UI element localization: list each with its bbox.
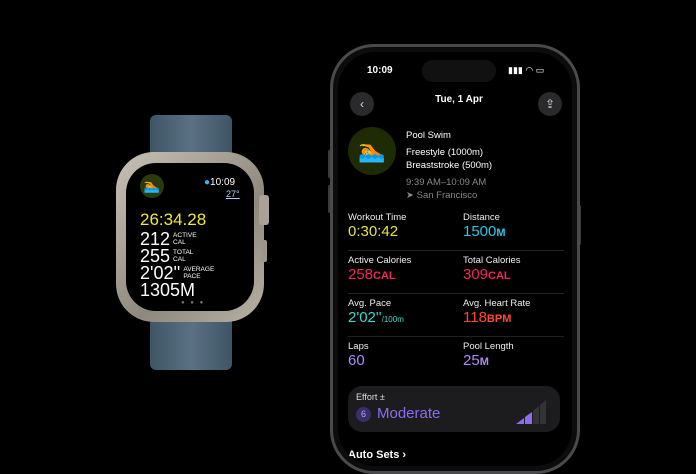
effort-level: Moderate [377,405,441,422]
metric-label: Pool Length [463,341,514,352]
page-dots: ● ● ● [181,300,206,306]
watch-time-text: 10:09 [210,177,236,188]
watch-temperature: 27° [226,189,240,199]
metric-label: Active Calories [348,255,412,266]
workout-info: Pool Swim Freestyle (1000m) Breaststroke… [406,129,492,202]
volume-down-button[interactable] [328,185,331,213]
metric-value: 255 [140,246,171,266]
divider [348,336,564,337]
metric-cell: Workout Time 0:30:42 [348,212,456,242]
share-icon: ⇪ [544,97,556,111]
water-drop-icon: ● [204,177,211,188]
digital-crown[interactable] [259,195,269,225]
side-button[interactable] [261,240,267,262]
metric-value: 309CAL [463,266,511,283]
phone-screen: 10:09 ▮▮▮ ◠ ▭ ‹ Tue, 1 Apr ⇪ 🏊 Pool Swim… [338,52,572,466]
metric-cell: Laps 60 [348,341,456,371]
metric-value: 25M [463,352,489,369]
watch-metric: 255 TOTAL CAL [140,247,193,265]
status-time: 10:09 [367,65,393,76]
metric-value: 212 [140,229,171,249]
metric-cell: Avg. Heart Rate 118BPM [463,298,571,328]
volume-up-button[interactable] [328,150,331,178]
metric-label: Avg. Pace [348,298,392,309]
effort-score: 6 [356,407,371,422]
chevron-left-icon: ‹ [360,97,364,111]
metric-label: Distance [463,212,500,223]
metric-label: AVERAGE PACE [183,266,215,280]
metric-label: Workout Time [348,212,407,223]
metric-value: 0:30:42 [348,223,399,240]
auto-sets-link[interactable]: Auto Sets › [348,449,407,461]
watch-metric: 1305M [140,281,195,299]
metric-cell: Total Calories 309CAL [463,255,571,285]
metric-label: ACTIVE CAL [173,232,197,246]
watch-metric: 2'02'' AVERAGE PACE [140,264,214,282]
divider [348,293,564,294]
metric-value: 1305M [140,280,196,300]
stroke: Breaststroke (500m) [406,160,493,171]
metric-value: 118BPM [463,309,512,326]
metric-label: Avg. Heart Rate [463,298,531,309]
metric-label: TOTAL CAL [173,249,194,263]
back-button[interactable]: ‹ [350,92,374,116]
watch-elapsed: 26:34.28 [140,210,207,229]
effort-bars-icon [516,400,546,424]
metric-cell: Pool Length 25M [463,341,571,371]
stroke: Freestyle (1000m) [406,147,484,158]
metric-cell: Distance 1500M [463,212,571,242]
iphone: 10:09 ▮▮▮ ◠ ▭ ‹ Tue, 1 Apr ⇪ 🏊 Pool Swim… [330,44,580,474]
watch-metric: 212 ACTIVE CAL [140,230,197,248]
workout-title: Pool Swim [406,130,451,141]
swim-icon: 🏊 [140,174,164,198]
swim-icon: 🏊 [348,127,396,175]
dynamic-island [422,60,496,82]
metric-cell: Active Calories 258CAL [348,255,456,285]
watch-time: ●10:09 [204,177,235,188]
location: ➤ San Francisco [406,190,478,201]
status-icons: ▮▮▮ ◠ ▭ [508,65,545,75]
metric-value: 2'02''/100m [348,309,404,326]
metric-value: 60 [348,352,365,369]
metric-value: 1500M [463,223,506,240]
metric-label: Laps [348,341,369,352]
divider [348,250,564,251]
effort-card[interactable]: Effort ± 6 Moderate [348,386,560,432]
location-arrow-icon: ➤ [406,190,417,201]
time-range: 9:39 AM–10:09 AM [406,177,487,188]
metric-value: 258CAL [348,266,396,283]
effort-label: Effort ± [356,392,385,402]
metric-cell: Avg. Pace 2'02''/100m [348,298,456,328]
metric-value: 2'02'' [140,263,181,283]
metric-label: Total Calories [463,255,521,266]
share-button[interactable]: ⇪ [538,92,562,116]
page-title: Tue, 1 Apr [435,94,483,105]
